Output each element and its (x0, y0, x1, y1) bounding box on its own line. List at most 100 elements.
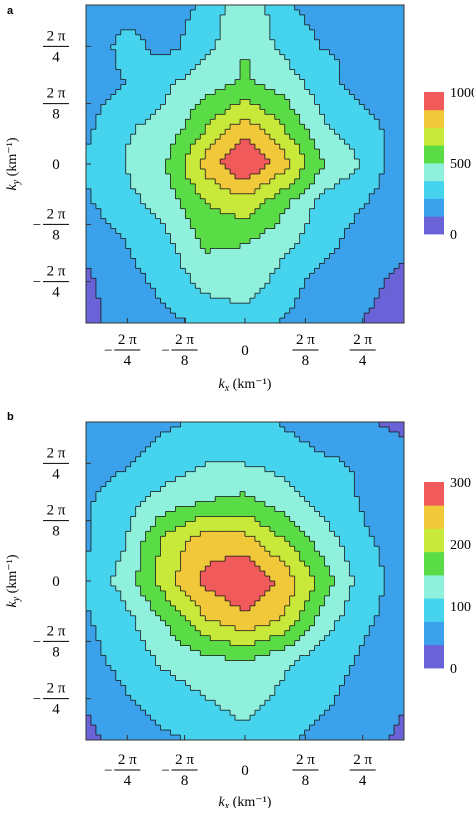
heatmap-cell (384, 75, 389, 80)
heatmap-cell (389, 134, 394, 139)
heatmap-cell (285, 239, 290, 244)
heatmap-cell (280, 278, 285, 283)
heatmap-cell (379, 204, 384, 209)
heatmap-cell (200, 313, 205, 318)
heatmap-cell (141, 169, 146, 174)
heatmap-cell (131, 244, 136, 249)
heatmap-cell (190, 25, 195, 30)
heatmap-cell (394, 179, 399, 184)
heatmap-cell (325, 60, 330, 65)
heatmap-cell (235, 60, 240, 65)
heatmap-cell (111, 204, 116, 209)
heatmap-cell (260, 164, 265, 169)
heatmap-cell (126, 75, 131, 80)
heatmap-cell (141, 129, 146, 134)
heatmap-cell (329, 35, 334, 40)
heatmap-cell (185, 99, 190, 104)
heatmap-cell (86, 65, 91, 70)
heatmap-cell (255, 45, 260, 50)
heatmap-cell (295, 288, 300, 293)
heatmap-cell (240, 80, 245, 85)
heatmap-cell (161, 169, 166, 174)
heatmap-cell (156, 169, 161, 174)
heatmap-cell (136, 239, 141, 244)
heatmap-cell (359, 159, 364, 164)
heatmap-cell (354, 129, 359, 134)
heatmap-cell (300, 109, 305, 114)
heatmap-cell (325, 124, 330, 129)
heatmap-cell (315, 109, 320, 114)
heatmap-cell (320, 5, 325, 10)
heatmap-cell (166, 45, 171, 50)
heatmap-cell (116, 15, 121, 20)
heatmap-cell (210, 25, 215, 30)
heatmap-cell (379, 298, 384, 303)
heatmap-cell (295, 75, 300, 80)
heatmap-cell (136, 104, 141, 109)
heatmap-cell (359, 134, 364, 139)
heatmap-cell (205, 25, 210, 30)
heatmap-cell (230, 139, 235, 144)
heatmap-cell (180, 268, 185, 273)
heatmap-cell (300, 5, 305, 10)
heatmap-cell (185, 298, 190, 303)
heatmap-cell (141, 85, 146, 90)
heatmap-cell (339, 229, 344, 234)
heatmap-cell (255, 5, 260, 10)
heatmap-cell (389, 30, 394, 35)
heatmap-cell (300, 129, 305, 134)
heatmap-cell (96, 80, 101, 85)
heatmap-cell (210, 224, 215, 229)
heatmap-cell (389, 45, 394, 50)
heatmap-cell (126, 268, 131, 273)
heatmap-cell (91, 40, 96, 45)
heatmap-cell (315, 268, 320, 273)
heatmap-cell (359, 253, 364, 258)
heatmap-cell (240, 263, 245, 268)
heatmap-cell (235, 219, 240, 224)
heatmap-cell (136, 139, 141, 144)
heatmap-cell (374, 5, 379, 10)
heatmap-cell (255, 174, 260, 179)
heatmap-cell (359, 80, 364, 85)
heatmap-cell (344, 214, 349, 219)
heatmap-cell (265, 298, 270, 303)
heatmap-cell (161, 273, 166, 278)
heatmap-cell (210, 99, 215, 104)
heatmap-cell (126, 45, 131, 50)
heatmap-cell (354, 204, 359, 209)
heatmap-cell (170, 313, 175, 318)
heatmap-cell (359, 308, 364, 313)
heatmap-cell (364, 99, 369, 104)
heatmap-cell (180, 104, 185, 109)
heatmap-cell (389, 5, 394, 10)
heatmap-cell (200, 75, 205, 80)
heatmap-cell (394, 239, 399, 244)
heatmap-cell (205, 119, 210, 124)
heatmap-cell (339, 174, 344, 179)
heatmap-cell (195, 109, 200, 114)
heatmap-cell (235, 224, 240, 229)
heatmap-cell (255, 244, 260, 249)
heatmap-cell (146, 278, 151, 283)
heatmap-cell (111, 253, 116, 258)
heatmap-cell (106, 288, 111, 293)
heatmap-cell (136, 99, 141, 104)
heatmap-cell (121, 114, 126, 119)
heatmap-cell (250, 45, 255, 50)
heatmap-cell (205, 94, 210, 99)
heatmap-cell (310, 109, 315, 114)
heatmap-cell (369, 229, 374, 234)
heatmap-cell (185, 303, 190, 308)
heatmap-cell (146, 109, 151, 114)
heatmap-cell (364, 149, 369, 154)
heatmap-cell (315, 99, 320, 104)
heatmap-cell (205, 30, 210, 35)
heatmap-cell (295, 209, 300, 214)
heatmap-cell (359, 209, 364, 214)
heatmap-cell (175, 40, 180, 45)
heatmap-cell (185, 15, 190, 20)
heatmap-cell (240, 313, 245, 318)
heatmap-cell (141, 164, 146, 169)
heatmap-cell (240, 273, 245, 278)
